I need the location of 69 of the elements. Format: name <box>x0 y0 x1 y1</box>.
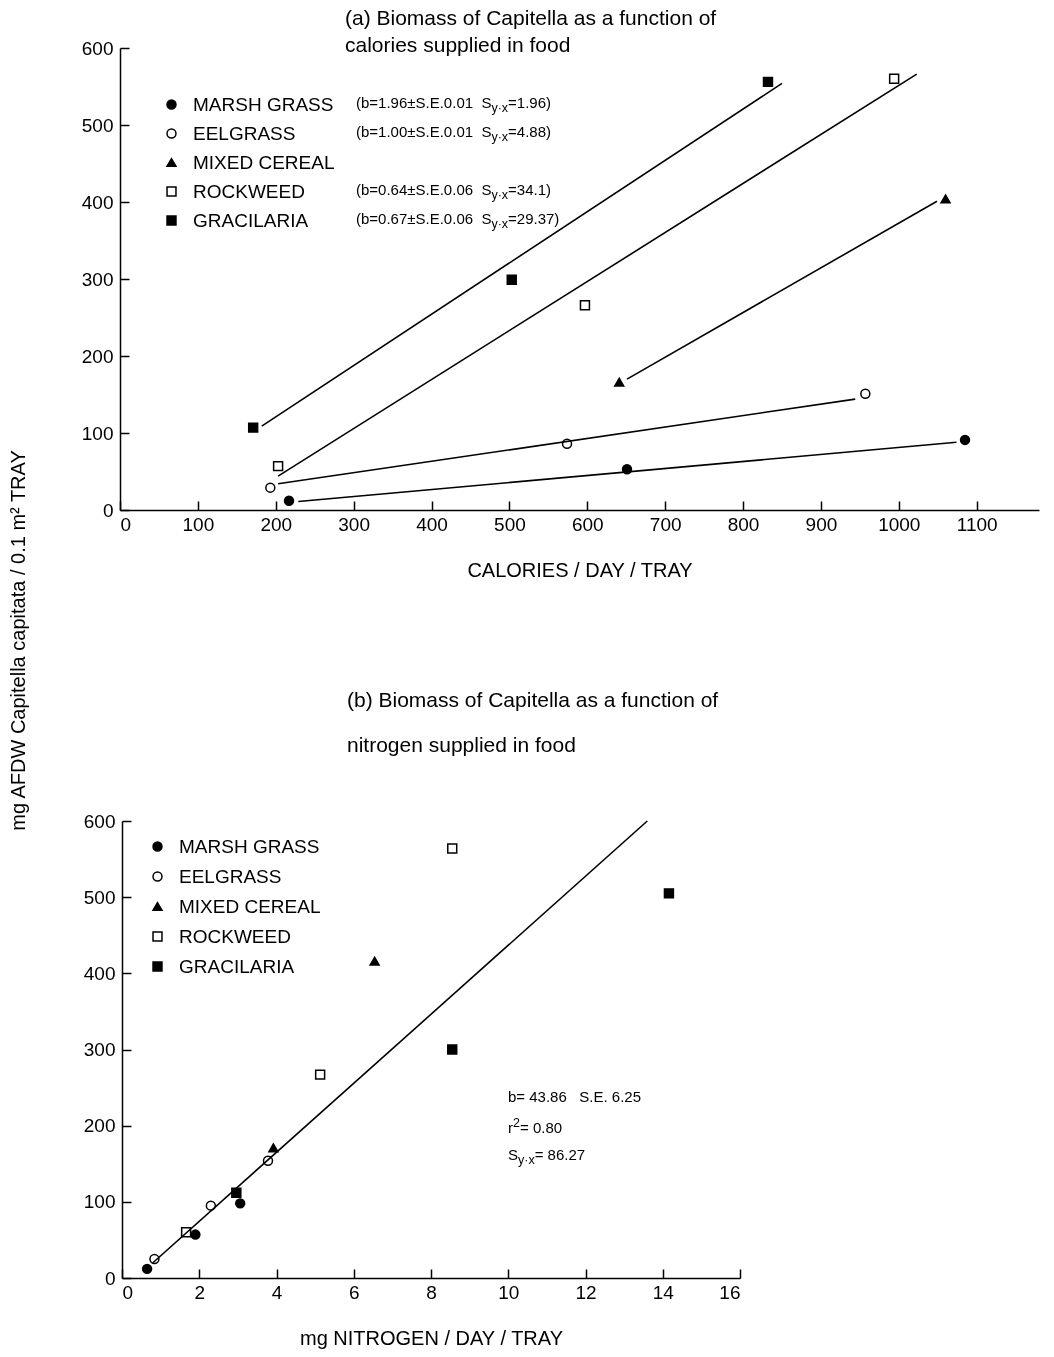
x-tick-label: 100 <box>182 513 215 535</box>
y-tick-label: 500 <box>83 886 116 908</box>
y-tick-label: 500 <box>81 114 114 136</box>
x-axis-title: CALORIES / DAY / TRAY <box>467 558 693 581</box>
x-tick-label: 700 <box>649 513 682 535</box>
x-tick-label: 16 <box>719 1281 741 1303</box>
annotation: (b=0.67±S.E.0.06 S$_{y·x}$=29.37) <box>356 209 560 231</box>
point <box>888 73 900 85</box>
y-tick-label: 600 <box>81 37 114 59</box>
x-tick-label: 200 <box>260 513 293 535</box>
legend-label: MARSH GRASS <box>193 93 334 115</box>
annotation: S$_{y·x}$= 86.27 <box>508 1145 586 1167</box>
x-tick-label: 0 <box>122 1281 134 1303</box>
y-tick-label: 400 <box>83 962 116 984</box>
x-tick-label: 0 <box>120 513 132 535</box>
y-tick-label: 400 <box>81 191 114 213</box>
legend-label: ROCKWEED <box>193 180 305 202</box>
chart-title: (a) Biomass of Capitella as a function of calories supplied in food <box>345 6 717 56</box>
x-tick-label: 500 <box>494 513 526 535</box>
point <box>614 377 625 387</box>
legend-label: ROCKWEED <box>179 925 291 947</box>
point <box>283 495 295 506</box>
annotation: (b=0.64±S.E.0.06 S$_{y·x}$=34.1) <box>356 180 552 202</box>
legend-label: MIXED CEREAL <box>179 895 321 917</box>
point <box>506 274 517 285</box>
chart-title: (b) Biomass of Capitella as a function of nitrogen supplied in food <box>347 688 719 756</box>
x-tick-label: 6 <box>348 1281 360 1303</box>
legend-label: EELGRASS <box>179 865 282 887</box>
y-tick-label: 600 <box>83 810 116 832</box>
x-tick-label: 2 <box>194 1281 206 1303</box>
annotation: r$^{2}$= 0.80 <box>508 1116 563 1136</box>
y-axis-title: mg AFDW Capitella capitata / 0.1 m² TRAY <box>6 450 29 831</box>
x-tick-label: 600 <box>571 513 604 535</box>
x-tick-label: 800 <box>727 513 760 535</box>
point <box>579 299 591 311</box>
point <box>272 460 284 472</box>
point <box>860 388 871 399</box>
x-tick-label: 400 <box>416 513 448 535</box>
y-tick-label: 300 <box>83 1039 116 1060</box>
legend-label: GRACILARIA <box>193 209 309 231</box>
legend-label: EELGRASS <box>193 122 296 144</box>
x-tick-label: 4 <box>271 1281 283 1303</box>
x-axis-title: mg NITROGEN / DAY / TRAY <box>299 1326 564 1349</box>
y-tick-label: 300 <box>81 268 114 290</box>
point <box>940 194 951 204</box>
x-tick-label: 900 <box>805 513 838 535</box>
annotation: (b=1.00±S.E.0.01 S$_{y·x}$=4.88) <box>356 122 552 144</box>
legend-label: MIXED CEREAL <box>193 151 335 173</box>
legend-label: GRACILARIA <box>179 955 295 977</box>
point <box>265 482 276 493</box>
annotation: (b=1.96±S.E.0.01 S$_{y·x}$=1.96) <box>356 93 552 115</box>
x-tick-label: 300 <box>338 513 370 535</box>
x-tick-label: 14 <box>652 1281 675 1303</box>
y-tick-label: 200 <box>83 1115 116 1137</box>
point <box>247 422 259 433</box>
x-tick-label: 1000 <box>878 513 921 535</box>
y-tick-label: 0 <box>102 499 114 521</box>
x-tick-label: 10 <box>498 1281 520 1303</box>
point <box>959 434 971 446</box>
point <box>762 76 774 88</box>
y-tick-label: 100 <box>83 1191 116 1213</box>
x-tick-label: 12 <box>575 1281 597 1303</box>
x-tick-label: 1100 <box>956 513 998 535</box>
legend-label: MARSH GRASS <box>179 835 320 857</box>
x-tick-label: 8 <box>426 1281 437 1303</box>
y-tick-label: 100 <box>81 422 114 444</box>
annotation: b= 43.86 S.E. 6.25 <box>508 1087 642 1105</box>
y-tick-label: 200 <box>81 345 114 367</box>
y-tick-label: 0 <box>104 1267 116 1289</box>
